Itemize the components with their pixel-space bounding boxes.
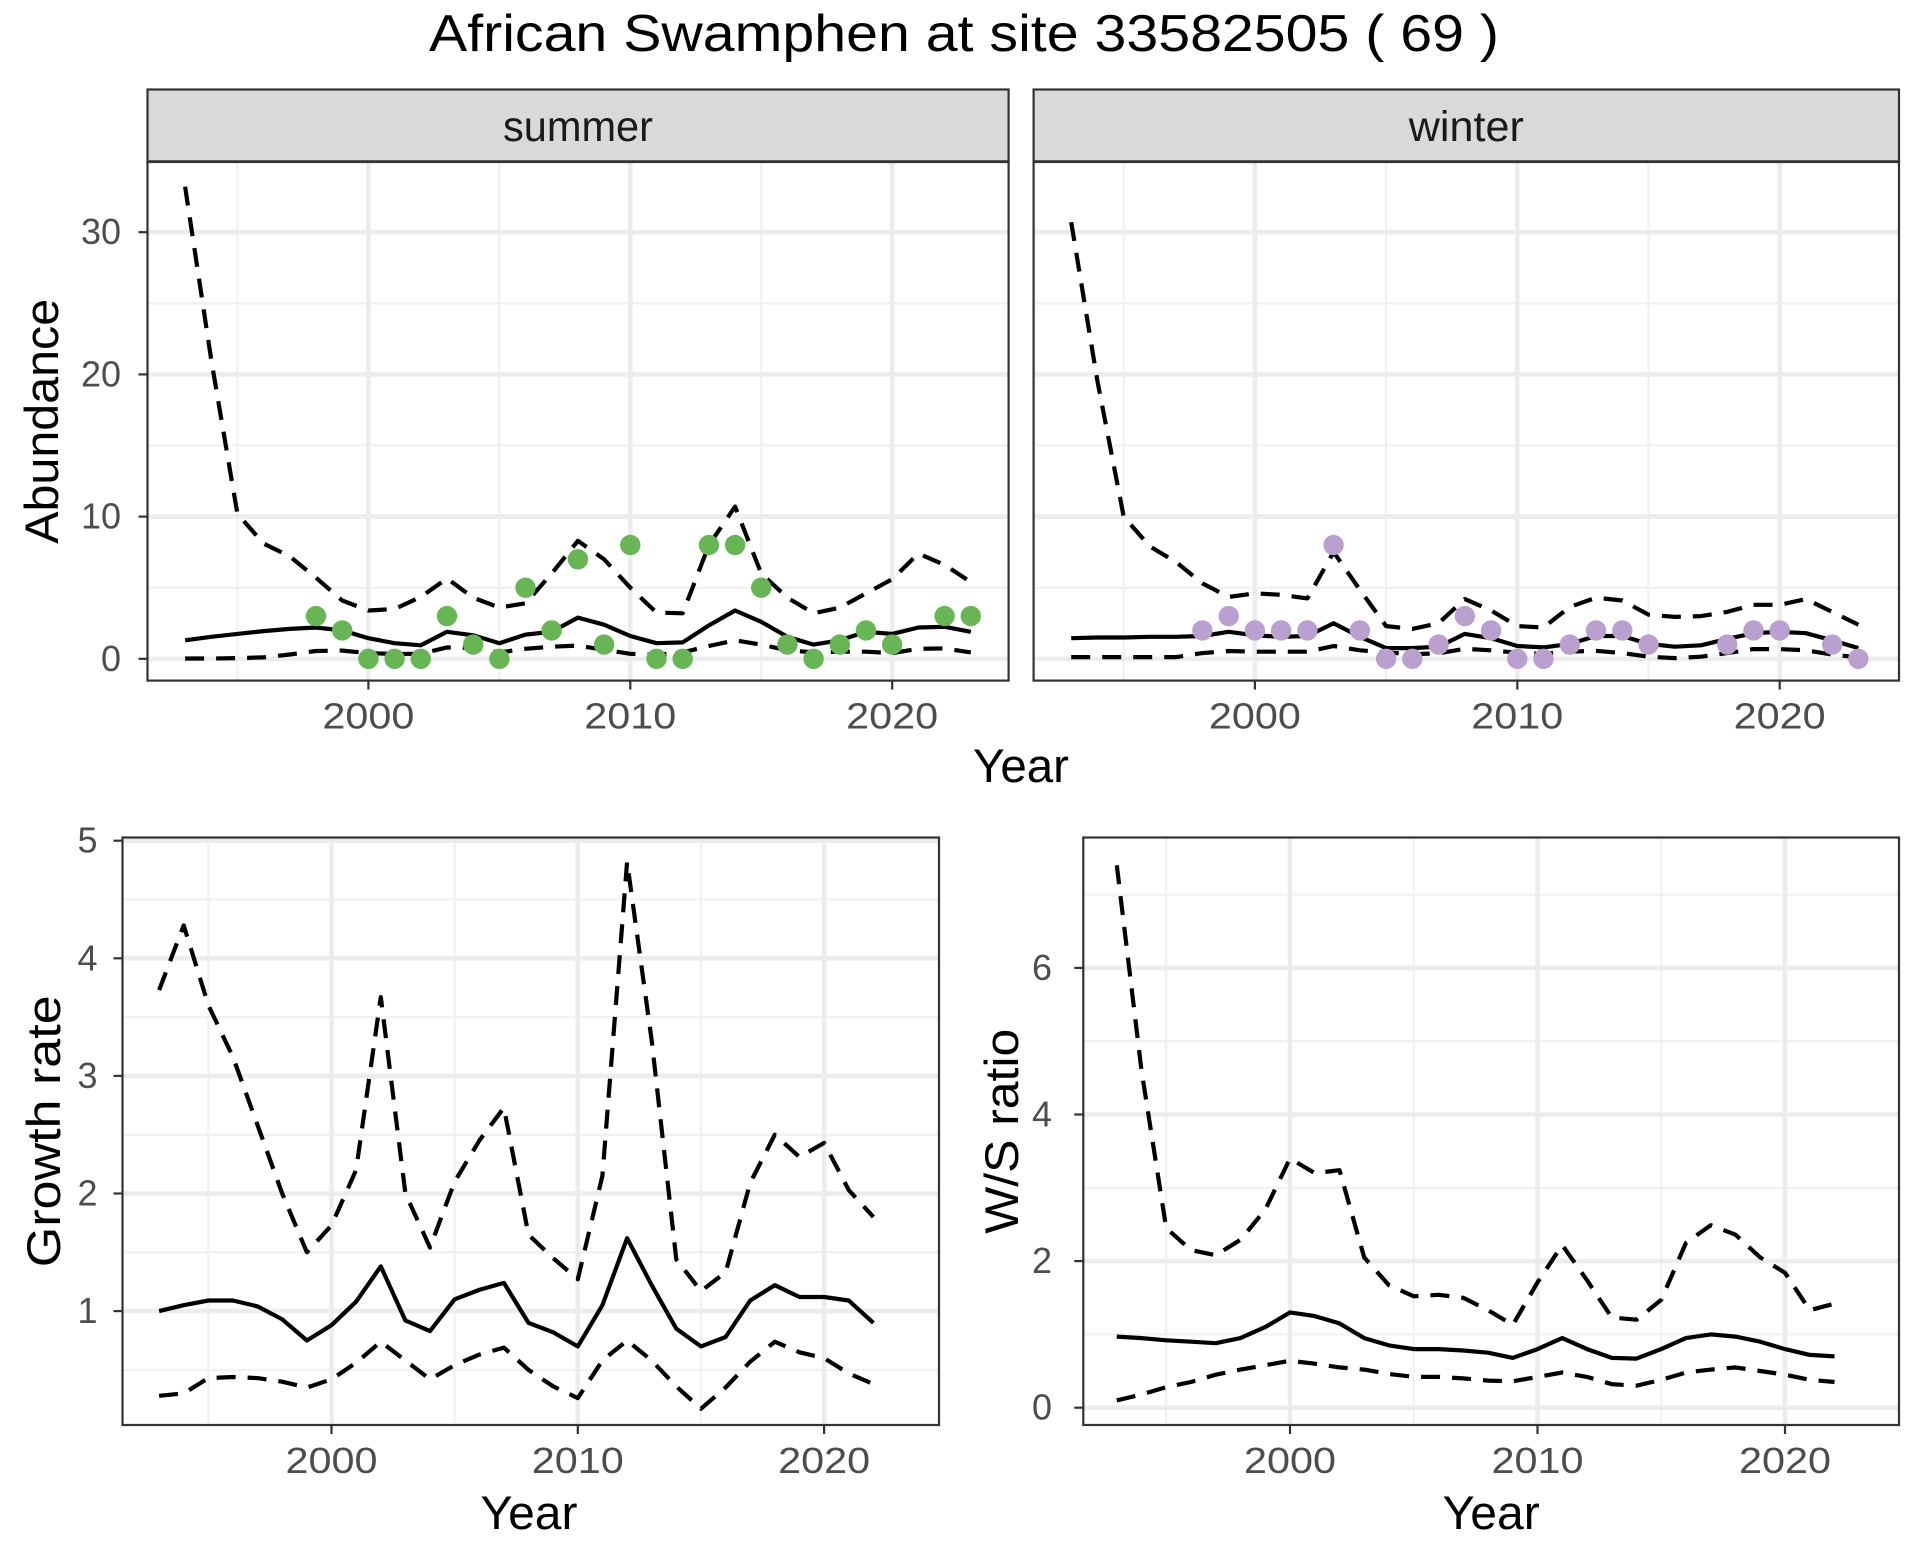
svg-text:4: 4 xyxy=(1032,1094,1052,1135)
svg-text:2: 2 xyxy=(1032,1240,1052,1281)
svg-text:6: 6 xyxy=(1032,947,1052,988)
svg-text:0: 0 xyxy=(101,638,121,679)
svg-text:2000: 2000 xyxy=(322,695,414,736)
svg-text:30: 30 xyxy=(81,211,121,252)
svg-text:Growth rate: Growth rate xyxy=(17,995,70,1267)
svg-text:2010: 2010 xyxy=(584,695,676,736)
svg-text:2020: 2020 xyxy=(846,695,938,736)
svg-text:5: 5 xyxy=(77,820,97,861)
svg-text:3: 3 xyxy=(77,1055,97,1096)
svg-text:2010: 2010 xyxy=(1471,695,1563,736)
svg-text:2010: 2010 xyxy=(532,1440,624,1481)
svg-text:2020: 2020 xyxy=(1734,695,1826,736)
svg-text:2010: 2010 xyxy=(1492,1440,1584,1481)
svg-text:2020: 2020 xyxy=(778,1440,870,1481)
svg-text:2000: 2000 xyxy=(286,1440,378,1481)
svg-text:2000: 2000 xyxy=(1244,1440,1336,1481)
svg-text:4: 4 xyxy=(77,937,97,978)
svg-text:Year: Year xyxy=(481,1486,578,1539)
svg-text:W/S ratio: W/S ratio xyxy=(975,1029,1028,1234)
svg-text:Year: Year xyxy=(973,739,1069,792)
svg-text:10: 10 xyxy=(81,496,121,537)
svg-text:1: 1 xyxy=(77,1290,97,1331)
svg-text:2020: 2020 xyxy=(1739,1440,1831,1481)
svg-text:summer: summer xyxy=(503,103,653,151)
svg-text:2: 2 xyxy=(77,1173,97,1214)
svg-text:Year: Year xyxy=(1443,1486,1540,1539)
svg-text:winter: winter xyxy=(1408,103,1524,151)
svg-text:0: 0 xyxy=(1032,1387,1052,1428)
svg-text:African Swamphen at site 33582: African Swamphen at site 33582505 ( 69 ) xyxy=(429,5,1499,63)
svg-text:20: 20 xyxy=(81,353,121,394)
svg-text:2000: 2000 xyxy=(1209,695,1301,736)
svg-text:Abundance: Abundance xyxy=(15,299,68,544)
